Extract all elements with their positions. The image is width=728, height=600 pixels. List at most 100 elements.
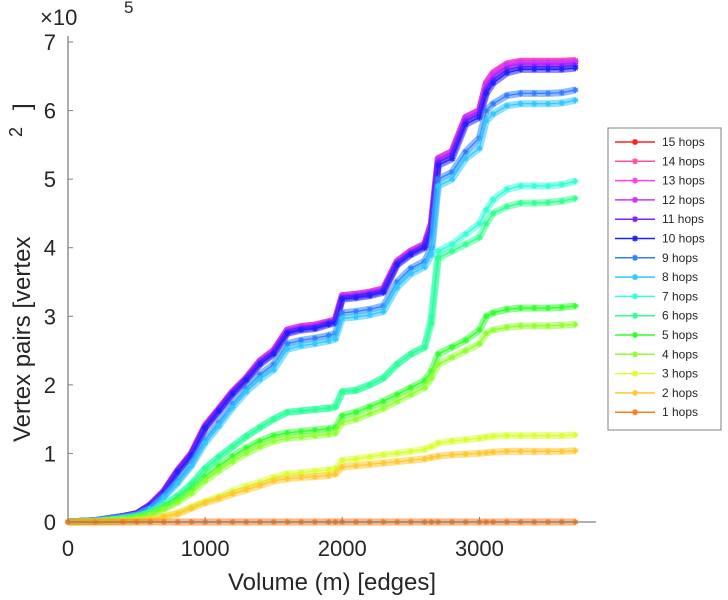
x-axis-label: Volume (m) [edges]: [228, 569, 436, 596]
data-point-marker: [174, 510, 181, 517]
data-point-marker: [490, 196, 497, 203]
data-point-marker: [572, 431, 579, 438]
data-point-marker: [394, 398, 401, 405]
data-point-marker: [270, 351, 277, 357]
data-point-marker: [407, 448, 414, 455]
legend-item: 12 hops: [615, 193, 705, 207]
data-point-marker: [490, 449, 497, 456]
data-point-marker: [325, 405, 332, 412]
data-point-marker: [449, 169, 455, 176]
data-point-marker: [229, 453, 236, 460]
data-point-marker: [421, 446, 428, 453]
series-4-hops: [65, 321, 579, 526]
data-point-marker: [476, 220, 483, 227]
data-point-marker: [394, 261, 401, 268]
data-point-marker: [531, 200, 538, 207]
data-point-marker: [572, 303, 579, 309]
y-axis-label: Vertex pairs [vertex 2 ]: [6, 103, 36, 442]
data-point-marker: [243, 388, 250, 395]
series-line: [67, 323, 576, 523]
legend-label: 3 hops: [662, 367, 698, 381]
data-point-marker: [435, 453, 442, 460]
legend-label: 7 hops: [662, 289, 698, 303]
data-point-marker: [298, 327, 305, 333]
data-point-marker: [558, 66, 565, 73]
data-point-marker: [161, 505, 167, 512]
data-point-marker: [483, 449, 490, 456]
data-point-marker: [325, 431, 332, 438]
legend-box: [607, 127, 722, 431]
data-point-marker: [545, 305, 551, 312]
data-point-marker: [531, 322, 538, 329]
data-point-marker: [531, 432, 538, 439]
data-point-marker: [353, 313, 359, 320]
data-point-marker: [215, 467, 222, 474]
data-point-marker: [421, 244, 428, 251]
legend-marker: [632, 235, 638, 242]
data-point-marker: [490, 80, 497, 87]
legend-label: 5 hops: [662, 328, 698, 342]
data-point-marker: [284, 346, 291, 353]
data-point-marker: [545, 59, 551, 66]
data-point-marker: [462, 436, 469, 443]
data-point-marker: [243, 433, 250, 440]
data-point-marker: [462, 347, 469, 354]
data-point-marker: [353, 455, 359, 462]
data-point-marker: [545, 66, 551, 73]
data-point-marker: [483, 107, 490, 114]
data-point-marker: [503, 203, 510, 210]
data-point-marker: [407, 457, 414, 464]
data-point-marker: [188, 481, 195, 488]
plot-area: [65, 57, 579, 526]
data-point-marker: [558, 304, 565, 311]
y-tick-label: 0: [44, 510, 56, 535]
legend-item: 4 hops: [615, 347, 698, 361]
data-point-marker: [243, 444, 250, 451]
data-point-marker: [270, 432, 277, 439]
data-point-marker: [202, 499, 209, 506]
data-point-marker: [229, 490, 236, 497]
legend-item: 11 hops: [615, 212, 704, 226]
data-point-marker: [311, 406, 318, 413]
data-point-marker: [503, 69, 510, 76]
data-point-marker: [202, 465, 209, 472]
legend-label: 2 hops: [662, 386, 698, 400]
data-point-marker: [435, 183, 442, 189]
data-point-marker: [476, 450, 483, 457]
data-point-marker: [449, 241, 455, 248]
legend-item: 7 hops: [615, 289, 698, 303]
data-point-marker: [332, 429, 339, 436]
data-point-marker: [503, 448, 510, 455]
data-point-marker: [462, 121, 469, 128]
data-point-marker: [229, 404, 236, 411]
y-axis-label-close: ]: [9, 103, 36, 110]
legend-label: 10 hops: [662, 232, 705, 246]
legend-label: 12 hops: [662, 193, 705, 207]
data-point-marker: [380, 289, 387, 296]
y-tick-label: 1: [44, 441, 56, 466]
data-point-marker: [366, 311, 373, 318]
legend-label: 14 hops: [662, 154, 705, 168]
data-point-marker: [270, 416, 277, 423]
data-point-marker: [353, 294, 359, 301]
data-point-marker: [545, 100, 551, 107]
data-point-marker: [284, 330, 291, 337]
data-point-marker: [332, 465, 339, 472]
legend-marker: [632, 389, 638, 396]
legend-marker: [632, 293, 638, 300]
data-point-marker: [407, 265, 414, 272]
data-point-marker: [572, 65, 579, 72]
data-point-marker: [394, 458, 401, 465]
data-point-marker: [257, 482, 263, 489]
data-point-marker: [366, 403, 373, 410]
data-point-marker: [332, 403, 339, 410]
data-point-marker: [435, 440, 442, 447]
data-point-marker: [353, 416, 359, 423]
data-point-marker: [572, 178, 579, 185]
x-tick-label: 2000: [318, 536, 367, 561]
data-point-marker: [188, 490, 195, 497]
data-point-marker: [311, 325, 318, 332]
data-point-marker: [174, 499, 181, 506]
data-point-marker: [407, 391, 414, 398]
data-point-marker: [558, 198, 565, 205]
